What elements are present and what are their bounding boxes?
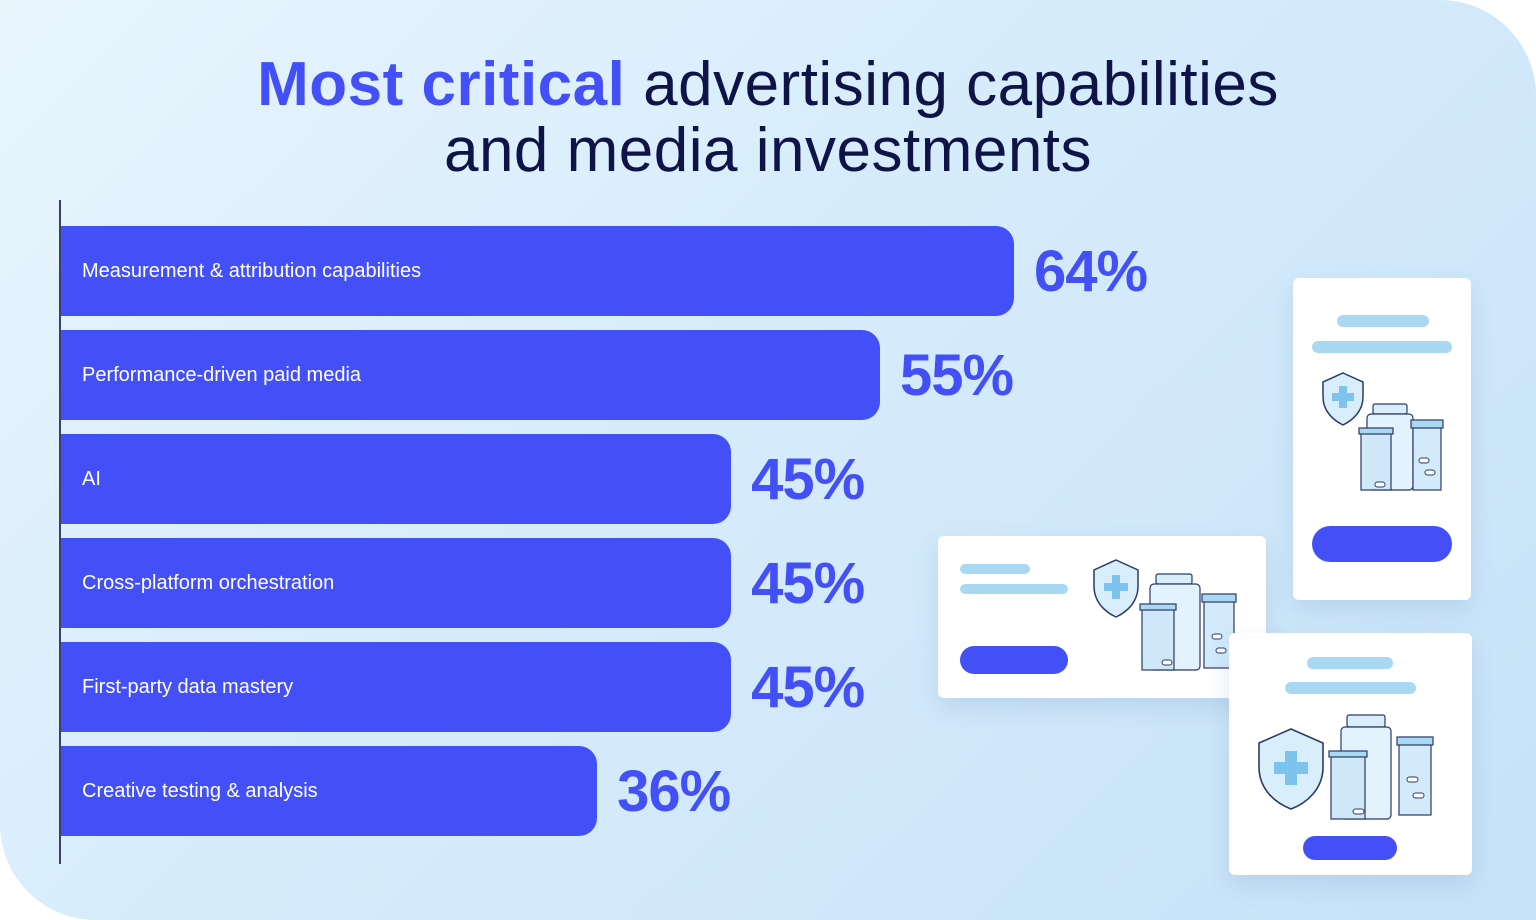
- title-rest: advertising capabilities: [625, 50, 1279, 119]
- title-highlight: Most critical: [257, 50, 626, 119]
- bar-value-label: 36%: [617, 758, 731, 824]
- chart-title: Most critical advertising capabilities a…: [0, 52, 1536, 184]
- bar-1: Measurement & attribution capabilities: [61, 226, 1014, 316]
- bar-label: AI: [82, 467, 101, 490]
- text-placeholder-line: [960, 584, 1068, 594]
- bar-4: Cross-platform orchestration: [61, 538, 732, 628]
- bar-6: Creative testing & analysis: [61, 746, 598, 836]
- cta-button-shape: [1312, 526, 1452, 562]
- ad-card-horizontal: [938, 536, 1266, 698]
- shield-plus-icon: [1093, 559, 1139, 618]
- bar-value-label: 45%: [751, 446, 865, 512]
- shield-plus-icon: [1322, 372, 1364, 426]
- title-line-2: and media investments: [443, 116, 1093, 185]
- bar-3: AI: [61, 434, 732, 524]
- cta-button-shape: [960, 646, 1068, 674]
- bar-5: First-party data mastery: [61, 642, 732, 732]
- text-placeholder-line: [1312, 341, 1452, 353]
- cta-button-shape: [1303, 836, 1397, 860]
- bar-value-label: 45%: [751, 550, 865, 616]
- bar-value-label: 55%: [899, 342, 1014, 408]
- ad-card-vertical: [1293, 278, 1471, 600]
- text-placeholder-line: [960, 564, 1030, 574]
- bar-label: Creative testing & analysis: [82, 779, 318, 802]
- bar-label: Performance-driven paid media: [82, 363, 362, 386]
- text-placeholder-line: [1307, 657, 1393, 669]
- medicine-bottles-icon: [1328, 714, 1434, 820]
- text-placeholder-line: [1285, 682, 1416, 694]
- bar-2: Performance-driven paid media: [61, 330, 880, 420]
- bar-label: Measurement & attribution capabilities: [82, 259, 422, 282]
- medicine-bottles-icon: [1358, 403, 1444, 491]
- title-line-1: Most critical advertising capabilities: [0, 52, 1536, 118]
- ad-card-square: [1229, 633, 1472, 875]
- bar-label: First-party data mastery: [82, 675, 294, 698]
- shield-plus-icon: [1258, 728, 1324, 810]
- bar-value-label: 45%: [751, 654, 865, 720]
- text-placeholder-line: [1337, 315, 1429, 327]
- bar-label: Cross-platform orchestration: [82, 571, 335, 594]
- medicine-bottles-icon: [1139, 573, 1237, 671]
- bar-value-label: 64%: [1034, 238, 1148, 304]
- y-axis-line: [59, 200, 61, 864]
